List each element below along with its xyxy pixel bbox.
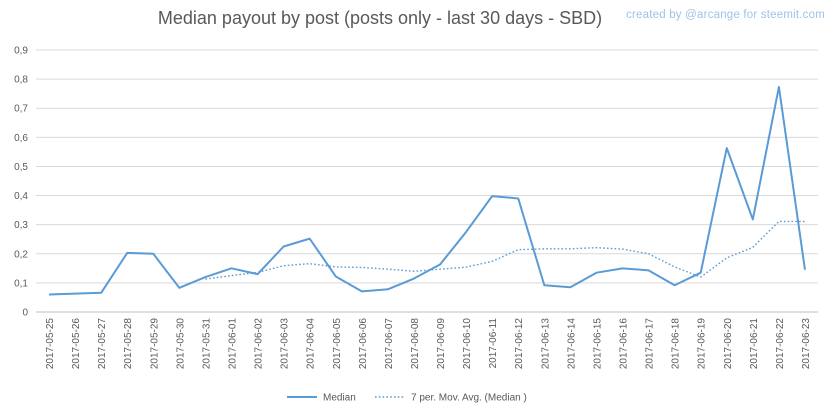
median-series-line [48, 85, 806, 296]
chart-credit: created by @arcange for steemit.com [626, 9, 825, 21]
moving-average-series-line [205, 220, 805, 280]
y-tick-label: 0,7 [14, 104, 28, 115]
x-tick-label: 2017-06-03 [280, 318, 291, 370]
legend-moving-average-label: 7 per. Mov. Avg. (Median ) [411, 393, 527, 404]
x-tick-label: 2017-05-27 [97, 318, 108, 370]
x-tick-label: 2017-06-20 [723, 318, 734, 370]
x-tick-label: 2017-06-05 [332, 318, 343, 370]
x-tick-label: 2017-06-13 [540, 318, 551, 370]
x-tick-label: 2017-06-14 [566, 318, 577, 370]
x-tick-label: 2017-05-30 [175, 318, 186, 370]
y-tick-label: 0 [22, 308, 28, 319]
x-tick-label: 2017-05-29 [149, 318, 160, 370]
x-tick-label: 2017-06-06 [358, 318, 369, 370]
x-tick-label: 2017-06-09 [436, 318, 447, 370]
x-tick-label: 2017-06-23 [801, 318, 812, 370]
y-tick-label: 0,1 [14, 278, 28, 289]
y-tick-label: 0,5 [14, 162, 28, 173]
x-tick-label: 2017-05-31 [201, 318, 212, 370]
x-tick-label: 2017-06-10 [462, 318, 473, 370]
x-tick-label: 2017-06-02 [254, 318, 265, 370]
y-tick-label: 0,8 [14, 75, 28, 86]
x-tick-label: 2017-06-22 [775, 318, 786, 370]
x-tick-label: 2017-05-26 [71, 318, 82, 370]
x-tick-label: 2017-06-04 [306, 318, 317, 370]
x-tick-label: 2017-06-19 [697, 318, 708, 370]
x-tick-label: 2017-06-11 [488, 318, 499, 369]
x-tick-label: 2017-06-16 [619, 318, 630, 370]
x-tick-label: 2017-06-21 [749, 318, 760, 370]
x-tick-label: 2017-06-12 [514, 318, 525, 370]
x-tick-label: 2017-06-17 [645, 318, 656, 370]
x-tick-label: 2017-06-08 [410, 318, 421, 370]
x-tick-label: 2017-06-18 [671, 318, 682, 370]
x-tick-label: 2017-05-25 [45, 318, 56, 370]
y-tick-label: 0,3 [14, 220, 28, 231]
chart-title: Median payout by post (posts only - last… [157, 8, 603, 28]
x-tick-label: 2017-06-07 [384, 318, 395, 370]
x-tick-label: 2017-06-01 [228, 318, 239, 370]
y-tick-label: 0,4 [14, 191, 28, 202]
legend-median-label: Median [323, 393, 356, 404]
y-tick-label: 0,2 [14, 249, 28, 260]
x-tick-label: 2017-06-15 [592, 318, 603, 370]
x-tick-label: 2017-05-28 [123, 318, 134, 370]
y-tick-label: 0,6 [14, 133, 28, 144]
y-tick-label: 0,9 [14, 46, 28, 57]
